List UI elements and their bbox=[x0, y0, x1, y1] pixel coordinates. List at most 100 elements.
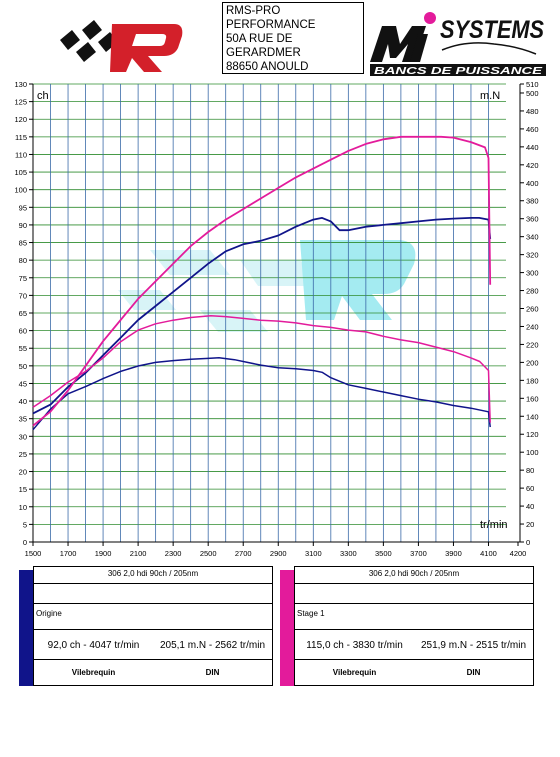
x-tick-label: 1900 bbox=[95, 549, 112, 558]
y-left-unit-label: ch bbox=[37, 90, 49, 102]
y-right-tick-label: 200 bbox=[526, 358, 539, 367]
y-right-tick-label: 80 bbox=[526, 466, 534, 475]
watermark-logo bbox=[118, 240, 416, 332]
x-tick-label: 2700 bbox=[235, 549, 252, 558]
y-left-tick-label: 60 bbox=[19, 327, 27, 336]
chart-grid bbox=[32, 83, 506, 543]
y-right-tick-label: 260 bbox=[526, 305, 539, 314]
y-right-tick-label: 120 bbox=[526, 430, 539, 439]
address-line: PERFORMANCE bbox=[226, 19, 316, 31]
address-line: RMS-PRO bbox=[226, 5, 281, 17]
legend-values: 92,0 ch - 4047 tr/min 205,1 m.N - 2562 t… bbox=[34, 629, 272, 660]
y-right-tick-label: 60 bbox=[526, 484, 534, 493]
y-left-tick-label: 30 bbox=[19, 432, 27, 441]
legend-foot-right: DIN bbox=[205, 668, 220, 677]
y-right-tick-label: 340 bbox=[526, 233, 539, 242]
legend-foot-right: DIN bbox=[466, 668, 481, 677]
y-left-tick-label: 125 bbox=[14, 98, 27, 107]
y-right-tick-label: 240 bbox=[526, 322, 539, 331]
y-left-tick-label: 80 bbox=[19, 256, 27, 265]
y-left-tick-label: 0 bbox=[23, 538, 27, 547]
y-right-tick-label: 510 bbox=[526, 80, 539, 89]
y-right-tick-label: 300 bbox=[526, 269, 539, 278]
y-left-tick-label: 15 bbox=[19, 485, 27, 494]
x-tick-label: 4100 bbox=[480, 549, 497, 558]
y-right-tick-label: 40 bbox=[526, 502, 534, 511]
y-right-tick-label: 0 bbox=[526, 538, 530, 547]
y-left-tick-label: 70 bbox=[19, 291, 27, 300]
x-tick-label: 2900 bbox=[270, 549, 287, 558]
x-tick-label: 1500 bbox=[25, 549, 42, 558]
legend-color-bar-stage1 bbox=[280, 570, 294, 686]
curve-origine-power bbox=[32, 217, 492, 415]
y-left-tick-label: 110 bbox=[15, 150, 27, 159]
x-tick-label: 2500 bbox=[200, 549, 217, 558]
legend-card-origine: 306 2,0 hdi 90ch / 205nm Origine 92,0 ch… bbox=[33, 566, 273, 686]
x-tick-label: 4200 bbox=[510, 549, 527, 558]
y-left-tick-label: 10 bbox=[19, 503, 27, 512]
y-right-tick-label: 100 bbox=[526, 448, 539, 457]
legend-footer: Vilebrequin DIN bbox=[34, 659, 272, 685]
x-tick-label: 3300 bbox=[340, 549, 357, 558]
curve-origine-torque bbox=[32, 357, 491, 431]
x-axis-unit-label: tr/min bbox=[480, 519, 508, 531]
y-left-tick-label: 90 bbox=[19, 221, 27, 230]
dyno-chart: 0510152025303540455055606570758085909510… bbox=[14, 80, 538, 558]
x-tick-label: 2300 bbox=[165, 549, 182, 558]
legend-footer: Vilebrequin DIN bbox=[295, 659, 533, 685]
legend-power: 92,0 ch - 4047 tr/min bbox=[47, 639, 140, 651]
mi-systems-logo: SYSTEMS BANCS DE PUISSANCE bbox=[370, 12, 546, 76]
y-right-tick-label: 180 bbox=[526, 376, 539, 385]
y-right-tick-label: 160 bbox=[526, 394, 539, 403]
curve-stage1-torque bbox=[32, 315, 491, 423]
y-right-tick-label: 380 bbox=[526, 197, 539, 206]
y-right-tick-label: 440 bbox=[526, 143, 539, 152]
legend-color-bar-origine bbox=[19, 570, 33, 686]
y-right-tick-label: 320 bbox=[526, 251, 539, 260]
x-tick-label: 3700 bbox=[410, 549, 427, 558]
y-left-tick-label: 95 bbox=[19, 203, 27, 212]
y-left-tick-label: 120 bbox=[14, 115, 27, 124]
y-left-tick-label: 40 bbox=[19, 397, 27, 406]
chart-axes: 0510152025303540455055606570758085909510… bbox=[14, 80, 538, 558]
x-tick-label: 2100 bbox=[130, 549, 147, 558]
x-tick-label: 3100 bbox=[305, 549, 322, 558]
legend-values: 115,0 ch - 3830 tr/min 251,9 m.N - 2515 … bbox=[295, 629, 533, 660]
address-line: 88650 ANOULD bbox=[226, 61, 309, 73]
chart-curves bbox=[32, 135, 492, 431]
legend-torque: 251,9 m.N - 2515 tr/min bbox=[420, 639, 527, 651]
address-line: 50A RUE DE bbox=[226, 33, 293, 45]
legend-blank-row bbox=[34, 583, 272, 604]
y-right-tick-label: 360 bbox=[526, 215, 539, 224]
y-left-tick-label: 25 bbox=[19, 450, 27, 459]
y-left-tick-label: 85 bbox=[19, 239, 27, 248]
y-left-tick-label: 20 bbox=[19, 468, 27, 477]
y-left-tick-label: 5 bbox=[23, 520, 27, 529]
legend-foot-left: Vilebrequin bbox=[332, 668, 377, 677]
address-line: GERARDMER bbox=[226, 47, 301, 59]
x-tick-label: 3500 bbox=[375, 549, 392, 558]
curve-stage1-power bbox=[32, 135, 492, 427]
y-left-tick-label: 55 bbox=[19, 344, 27, 353]
y-right-tick-label: 280 bbox=[526, 287, 539, 296]
y-left-tick-label: 45 bbox=[19, 379, 27, 388]
y-left-tick-label: 105 bbox=[14, 168, 27, 177]
y-left-tick-label: 65 bbox=[19, 309, 27, 318]
y-left-tick-label: 115 bbox=[15, 133, 27, 142]
legend-title: 306 2,0 hdi 90ch / 205nm bbox=[107, 569, 199, 578]
y-left-tick-label: 130 bbox=[14, 80, 27, 89]
address-block: RMS-PRO PERFORMANCE 50A RUE DE GERARDMER… bbox=[222, 2, 364, 74]
y-right-tick-label: 140 bbox=[526, 412, 539, 421]
legend-torque: 205,1 m.N - 2562 tr/min bbox=[159, 639, 266, 651]
y-right-tick-label: 20 bbox=[526, 520, 534, 529]
y-right-tick-label: 500 bbox=[526, 89, 539, 98]
brand-subtitle-text: BANCS DE PUISSANCE bbox=[374, 66, 542, 76]
legend-foot-left: Vilebrequin bbox=[71, 668, 116, 677]
y-right-unit-label: m.N bbox=[480, 90, 500, 102]
y-left-tick-label: 35 bbox=[19, 415, 27, 424]
y-left-tick-label: 50 bbox=[19, 362, 27, 371]
y-right-tick-label: 220 bbox=[526, 340, 539, 349]
legend-title: 306 2,0 hdi 90ch / 205nm bbox=[368, 569, 460, 578]
legend-card-stage1: 306 2,0 hdi 90ch / 205nm Stage 1 115,0 c… bbox=[294, 566, 534, 686]
legend-series-name: Stage 1 bbox=[295, 603, 533, 629]
